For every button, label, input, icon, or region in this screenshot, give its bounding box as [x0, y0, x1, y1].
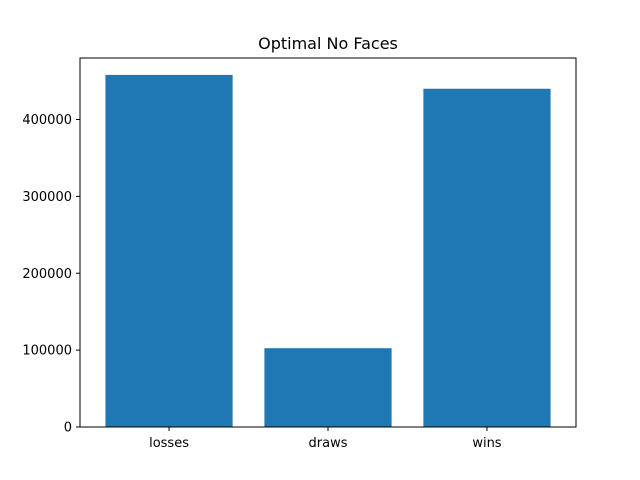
bars-group — [105, 74, 551, 427]
plot-frame — [79, 57, 577, 428]
y-tick-label: 100000 — [22, 344, 72, 359]
y-tick-label: 400000 — [22, 113, 72, 128]
x-tick-label-losses: losses — [149, 436, 189, 451]
bar-wins — [423, 88, 551, 427]
bar-losses — [105, 74, 233, 427]
x-axis: losses draws wins — [149, 427, 502, 451]
chart-title: Optimal No Faces — [258, 34, 398, 53]
y-tick-label: 200000 — [22, 267, 72, 282]
x-tick-label-draws: draws — [309, 436, 348, 451]
y-tick-label: 0 — [64, 421, 72, 436]
y-axis: 0 100000 200000 300000 400000 — [22, 113, 80, 436]
bar-draws — [264, 348, 392, 427]
x-tick-label-wins: wins — [472, 436, 501, 451]
y-tick-label: 300000 — [22, 190, 72, 205]
